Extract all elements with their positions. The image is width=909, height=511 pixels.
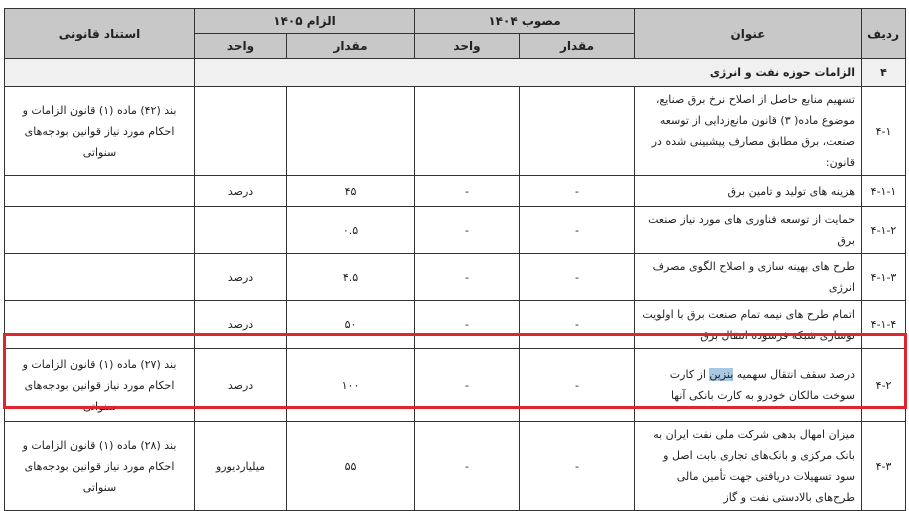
obligation-unit: درصد <box>194 253 287 301</box>
approved-unit: - <box>414 175 520 207</box>
obligation-unit: درصد <box>194 348 287 422</box>
table-row: ۴-۳ میزان امهال بدهی شرکت ملی نفت ایران ب… <box>4 421 906 511</box>
header-amount: مقدار <box>286 33 415 59</box>
section-id: ۴ <box>861 58 906 87</box>
legal-reference: بند (۴۲) ماده (۱) قانون الزامات و احکام … <box>4 86 195 176</box>
approved-amount: - <box>519 206 635 254</box>
approved-unit <box>414 86 520 176</box>
row-title: اتمام طرح های نیمه تمام صنعت برق با اولو… <box>634 300 862 349</box>
row-id: ۴-۲ <box>861 348 906 422</box>
obligation-amount <box>286 86 415 176</box>
row-id: ۴-۱ <box>861 86 906 176</box>
row-title: حمایت از توسعه فناوری های مورد نیاز صنعت… <box>634 206 862 254</box>
row-title: میزان امهال بدهی شرکت ملی نفت ایران به ب… <box>634 421 862 511</box>
header-obligation: الزام ۱۴۰۵ <box>194 8 415 34</box>
header-title: عنوان <box>634 8 862 59</box>
table-row: ۴-۱-۲ حمایت از توسعه فناوری های مورد نیاز… <box>4 206 906 254</box>
row-title: درصد سقف انتقال سهمیه بنزین از کارت سوخت… <box>634 348 862 422</box>
approved-amount: - <box>519 175 635 207</box>
row-id: ۴-۱-۴ <box>861 300 906 349</box>
table-row: ۴-۱-۱ هزینه های تولید و تامین برق - - ۴۵ … <box>4 175 906 207</box>
row-id: ۴-۱-۳ <box>861 253 906 301</box>
approved-unit: - <box>414 253 520 301</box>
row-title: تسهیم منابع حاصل از اصلاح نرخ برق صنایع،… <box>634 86 862 176</box>
obligation-unit: درصد <box>194 175 287 207</box>
obligation-amount: ۴۵ <box>286 175 415 207</box>
table-row: ۴-۱-۴ اتمام طرح های نیمه تمام صنعت برق با… <box>4 300 906 349</box>
header-unit: واحد <box>414 33 520 59</box>
obligation-unit <box>194 206 287 254</box>
selected-text[interactable]: بنزین <box>709 368 734 381</box>
section-title: الزامات حوزه نفت و انرژی <box>194 58 862 87</box>
obligation-amount: ۱۰۰ <box>286 348 415 422</box>
row-id: ۴-۱-۱ <box>861 175 906 207</box>
legal-reference <box>4 253 195 301</box>
obligation-unit <box>194 86 287 176</box>
approved-amount: - <box>519 253 635 301</box>
obligation-unit: درصد <box>194 300 287 349</box>
obligation-amount: ۰.۵ <box>286 206 415 254</box>
legal-reference <box>4 300 195 349</box>
header-legal: استناد قانونی <box>4 8 195 59</box>
legal-reference <box>4 175 195 207</box>
obligation-unit: میلیاردیورو <box>194 421 287 511</box>
table-row: ۴-۲ درصد سقف انتقال سهمیه بنزین از کارت س… <box>4 348 906 422</box>
section-row: ۴ الزامات حوزه نفت و انرژی <box>4 58 906 87</box>
obligation-amount: ۵۵ <box>286 421 415 511</box>
approved-amount: - <box>519 300 635 349</box>
legal-reference <box>4 206 195 254</box>
approved-unit: - <box>414 206 520 254</box>
row-title: هزینه های تولید و تامین برق <box>634 175 862 207</box>
approved-unit: - <box>414 421 520 511</box>
obligations-table: ردیف عنوان مصوب ۱۴۰۴ الزام ۱۴۰۵ استناد ق… <box>4 8 906 511</box>
header-unit: واحد <box>194 33 287 59</box>
legal-reference: بند (۲۷) ماده (۱) قانون الزامات و احکام … <box>4 348 195 422</box>
approved-amount <box>519 86 635 176</box>
row-id: ۴-۳ <box>861 421 906 511</box>
approved-amount: - <box>519 421 635 511</box>
header-approved: مصوب ۱۴۰۴ <box>414 8 635 34</box>
header-row: ردیف <box>861 8 906 59</box>
approved-unit: - <box>414 300 520 349</box>
approved-amount: - <box>519 348 635 422</box>
row-id: ۴-۱-۲ <box>861 206 906 254</box>
obligation-amount: ۵۰ <box>286 300 415 349</box>
legal-reference: بند (۲۸) ماده (۱) قانون الزامات و احکام … <box>4 421 195 511</box>
obligation-amount: ۴.۵ <box>286 253 415 301</box>
approved-unit: - <box>414 348 520 422</box>
row-title: طرح های بهینه سازی و اصلاح الگوی مصرف ان… <box>634 253 862 301</box>
table-row: ۴-۱ تسهیم منابع حاصل از اصلاح نرخ برق صنا… <box>4 86 906 176</box>
header-amount: مقدار <box>519 33 635 59</box>
table-row: ۴-۱-۳ طرح های بهینه سازی و اصلاح الگوی مص… <box>4 253 906 301</box>
